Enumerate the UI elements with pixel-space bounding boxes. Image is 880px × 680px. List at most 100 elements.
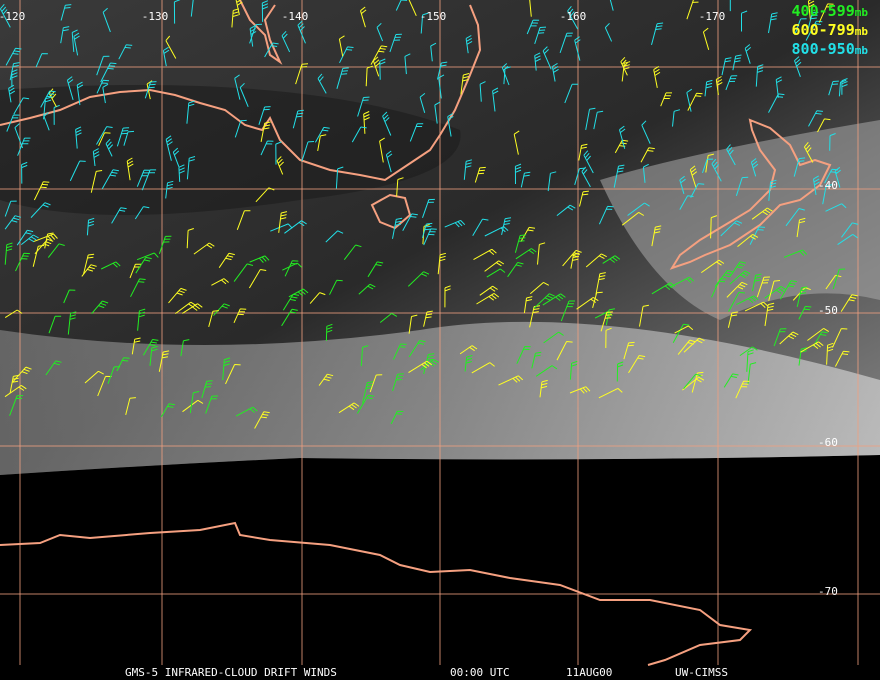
- wind-barb: [422, 198, 435, 218]
- wind-barb: [841, 78, 848, 95]
- wind-barb: [729, 270, 751, 285]
- wind-barb: [260, 140, 274, 156]
- wind-barb: [750, 158, 759, 177]
- wind-barb: [651, 282, 676, 295]
- wind-barb: [419, 93, 426, 113]
- wind-barb: [9, 395, 24, 416]
- wind-barb: [642, 163, 649, 183]
- wind-barb: [702, 27, 710, 50]
- wind-barb: [828, 80, 839, 96]
- wind-barb: [407, 271, 430, 287]
- wind-barb: [165, 135, 173, 161]
- wind-barb: [379, 137, 385, 163]
- new-zealand: [669, 118, 832, 270]
- wind-barb: [67, 311, 77, 335]
- wind-barb: [158, 350, 170, 372]
- wind-barb: [17, 137, 31, 156]
- wind-barb: [369, 374, 383, 393]
- wind-barb: [729, 261, 747, 278]
- wind-barb: [261, 0, 269, 22]
- wind-barb: [116, 127, 130, 147]
- wind-barb: [639, 304, 649, 327]
- wind-barb: [824, 168, 839, 184]
- wind-barb: [336, 67, 349, 89]
- legend-entry: 400-599mb: [792, 2, 869, 20]
- wind-barb: [720, 220, 743, 237]
- wind-barb: [623, 341, 635, 360]
- wind-barb: [390, 410, 404, 425]
- wind-barb: [826, 342, 834, 365]
- wind-barb: [705, 153, 715, 173]
- wind-barb: [282, 262, 303, 271]
- wind-barb: [35, 53, 48, 68]
- wind-barb: [444, 219, 466, 228]
- wind-barb: [595, 272, 606, 295]
- wind-barb: [773, 328, 787, 347]
- wind-barb: [193, 242, 215, 255]
- wind-barb: [392, 373, 404, 392]
- wind-barb: [379, 58, 386, 80]
- wind-barb: [798, 305, 812, 320]
- wind-barb: [531, 351, 542, 369]
- wind-barb: [592, 291, 603, 309]
- wind-barb: [621, 211, 645, 226]
- wind-barb: [533, 293, 555, 309]
- wind-barb: [537, 242, 546, 265]
- wind-barb: [727, 311, 738, 328]
- wind-barb: [529, 305, 541, 328]
- wind-barb: [576, 296, 599, 310]
- wind-barb: [543, 331, 564, 344]
- wind-barb: [653, 65, 661, 88]
- wind-barb: [539, 379, 548, 398]
- wind-barb: [627, 202, 650, 216]
- clear-area: [0, 85, 461, 215]
- wind-barb: [800, 341, 824, 353]
- wind-barb: [476, 292, 500, 305]
- wind-barb: [370, 45, 388, 65]
- wind-barb: [711, 158, 722, 182]
- wind-barb: [409, 123, 424, 142]
- wind-barb: [239, 82, 249, 107]
- wind-barb: [739, 346, 758, 357]
- wind-barb: [825, 203, 847, 212]
- wind-barb: [100, 62, 117, 83]
- wind-barb: [793, 157, 806, 177]
- wind-barb: [213, 303, 230, 316]
- wind-barb: [779, 331, 799, 345]
- wind-barb: [723, 373, 739, 388]
- wind-barb: [160, 403, 175, 418]
- wind-barb: [825, 274, 842, 290]
- wind-barb: [602, 255, 621, 264]
- wind-barb: [818, 3, 834, 23]
- wind-barb: [726, 281, 748, 298]
- wind-barb: [254, 411, 270, 429]
- wind-barb: [736, 295, 759, 306]
- wind-barb: [318, 373, 334, 386]
- wind-barb: [9, 374, 20, 394]
- wind-barb: [69, 160, 86, 182]
- wind-barb: [358, 283, 376, 295]
- wind-barb: [619, 125, 626, 149]
- wind-barb: [690, 183, 705, 198]
- longitude-label: -150: [420, 10, 447, 23]
- wind-barb: [534, 52, 541, 71]
- wind-barb: [585, 107, 596, 130]
- wind-barb: [4, 309, 23, 319]
- wind-barb: [53, 104, 60, 125]
- wind-barb: [513, 130, 520, 155]
- latitude-label: -40: [818, 179, 838, 192]
- wind-barb: [783, 249, 808, 258]
- wind-barb: [687, 92, 703, 111]
- wind-barb: [534, 26, 547, 45]
- wind-barb: [579, 190, 589, 207]
- wind-barb: [817, 118, 831, 133]
- wind-barb: [559, 32, 573, 54]
- wind-barb: [264, 42, 279, 58]
- wind-barb: [501, 63, 510, 86]
- wind-barb: [395, 0, 408, 11]
- wind-barb: [125, 397, 136, 416]
- wind-barb: [392, 343, 407, 360]
- wind-barb: [806, 11, 819, 34]
- wind-barb: [343, 244, 362, 261]
